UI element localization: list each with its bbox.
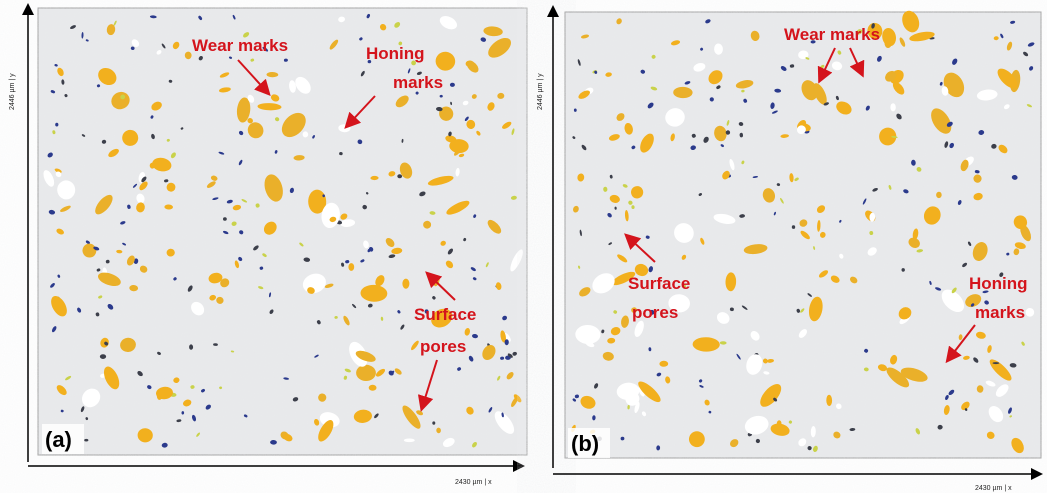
annotation: pores	[420, 337, 466, 356]
speckle	[55, 123, 58, 127]
speckle	[348, 263, 354, 271]
annotation: pores	[632, 303, 678, 322]
annotation: Honing	[969, 274, 1028, 293]
panel-label: (b)	[571, 431, 599, 456]
annotation: Wear marks	[784, 25, 880, 44]
y-axis-label: 2446 µm | y	[537, 73, 544, 110]
annotation: Surface	[628, 274, 690, 293]
annotation: Surface	[414, 305, 476, 324]
annotation: marks	[975, 303, 1025, 322]
panel-label: (a)	[45, 427, 72, 452]
speckle	[369, 385, 377, 391]
x-axis-label: 2430 µm | x	[975, 485, 1012, 492]
figure: 2446 µm | y 2430 µm | x Wear marks Honin…	[0, 0, 1047, 493]
y-axis-label: 2446 µm | y	[9, 73, 16, 110]
speckle	[402, 279, 409, 289]
x-axis-label: 2430 µm | x	[455, 479, 492, 486]
panel-b: 2446 µm | y 2430 µm | x Wear marks Surfa…	[537, 8, 1041, 492]
speckle	[100, 354, 106, 359]
panel-a: 2446 µm | y 2430 µm | x Wear marks Honin…	[9, 6, 527, 486]
annotation: Wear marks	[192, 36, 288, 55]
speckle	[404, 439, 415, 443]
speckle	[993, 362, 1000, 364]
annotation: Honing	[366, 44, 425, 63]
annotation: marks	[393, 73, 443, 92]
